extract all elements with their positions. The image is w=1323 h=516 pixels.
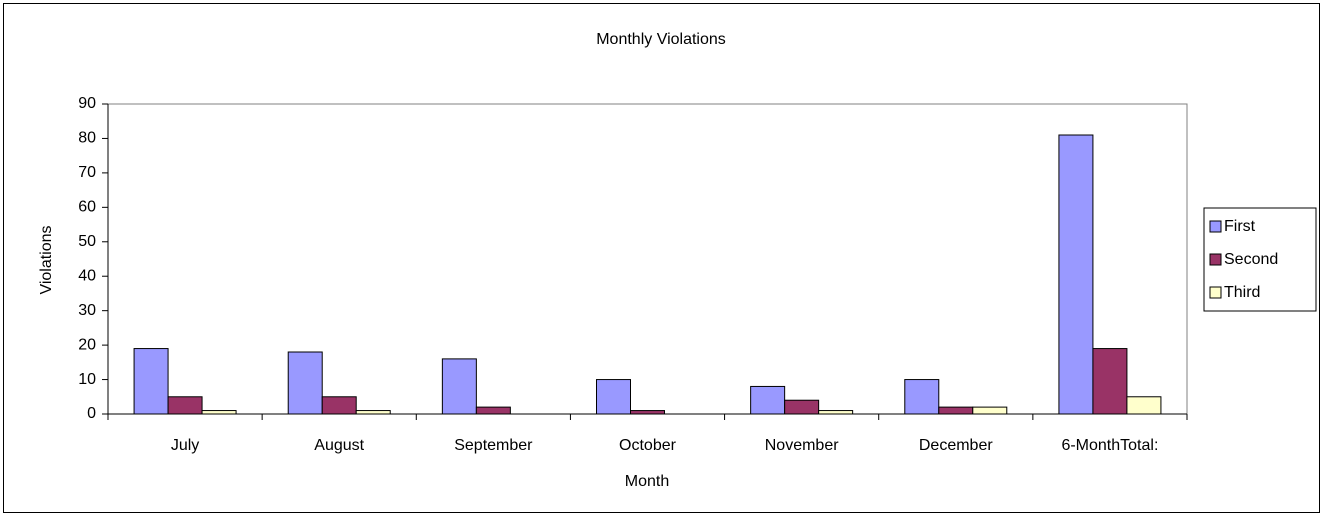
bar bbox=[1058, 134, 1094, 415]
legend-label: First bbox=[1224, 218, 1256, 235]
y-tick-label: 70 bbox=[78, 164, 96, 181]
y-tick-label: 30 bbox=[78, 302, 96, 319]
y-tick-label: 0 bbox=[87, 405, 96, 422]
chart-border bbox=[3, 3, 1320, 513]
chart-title: Monthly Violations bbox=[596, 31, 726, 48]
y-tick-label: 20 bbox=[78, 336, 96, 353]
bar bbox=[596, 379, 631, 415]
bar bbox=[201, 410, 237, 415]
bar bbox=[167, 396, 203, 415]
y-tick-label: 40 bbox=[78, 267, 96, 284]
bar bbox=[972, 406, 1008, 415]
y-tick-label: 80 bbox=[78, 130, 96, 147]
x-tick-label: September bbox=[454, 437, 533, 454]
y-tick-label: 90 bbox=[78, 95, 96, 112]
x-tick-label: July bbox=[171, 437, 199, 454]
legend-swatch bbox=[1209, 253, 1222, 266]
y-tick-label: 10 bbox=[78, 371, 96, 388]
y-tick-label: 50 bbox=[78, 233, 96, 250]
bar bbox=[321, 396, 357, 415]
bar bbox=[938, 406, 974, 415]
legend-swatch bbox=[1209, 286, 1222, 299]
bar bbox=[1092, 348, 1128, 415]
y-axis-title: Violations bbox=[38, 225, 55, 294]
x-tick-label: October bbox=[619, 437, 677, 454]
x-axis-title: Month bbox=[625, 473, 669, 490]
bar bbox=[355, 410, 391, 415]
bar bbox=[904, 379, 940, 415]
y-tick-label: 60 bbox=[78, 199, 96, 216]
x-tick-label: December bbox=[919, 437, 993, 454]
legend-swatch bbox=[1209, 220, 1222, 233]
bar bbox=[1126, 396, 1162, 415]
bar bbox=[630, 410, 665, 415]
x-tick-label: November bbox=[765, 437, 839, 454]
legend-label: Third bbox=[1224, 284, 1260, 301]
bar bbox=[750, 385, 786, 415]
legend-box bbox=[1203, 207, 1317, 312]
x-tick-label: 6-MonthTotal: bbox=[1061, 437, 1158, 454]
bar bbox=[441, 358, 477, 415]
bar bbox=[287, 351, 323, 415]
x-tick-label: August bbox=[314, 437, 364, 454]
bar bbox=[818, 410, 854, 415]
bar bbox=[133, 348, 169, 415]
legend-label: Second bbox=[1224, 251, 1278, 268]
bar bbox=[475, 406, 511, 415]
bar bbox=[784, 399, 820, 415]
